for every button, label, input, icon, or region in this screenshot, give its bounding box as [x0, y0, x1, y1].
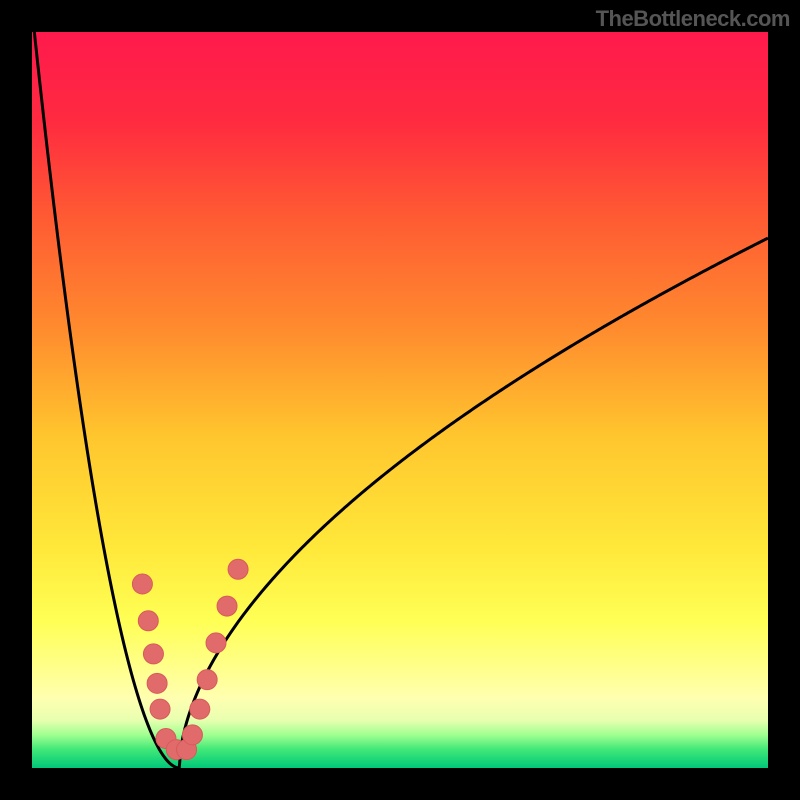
bottleneck-chart: [0, 0, 800, 800]
chart-container: TheBottleneck.com: [0, 0, 800, 800]
data-marker: [228, 559, 248, 579]
data-marker: [143, 644, 163, 664]
data-marker: [190, 699, 210, 719]
data-marker: [147, 673, 167, 693]
data-marker: [206, 633, 226, 653]
plot-background: [32, 32, 768, 768]
watermark-text: TheBottleneck.com: [596, 6, 790, 32]
data-marker: [150, 699, 170, 719]
data-marker: [138, 611, 158, 631]
data-marker: [197, 670, 217, 690]
data-marker: [182, 725, 202, 745]
data-marker: [217, 596, 237, 616]
data-marker: [132, 574, 152, 594]
